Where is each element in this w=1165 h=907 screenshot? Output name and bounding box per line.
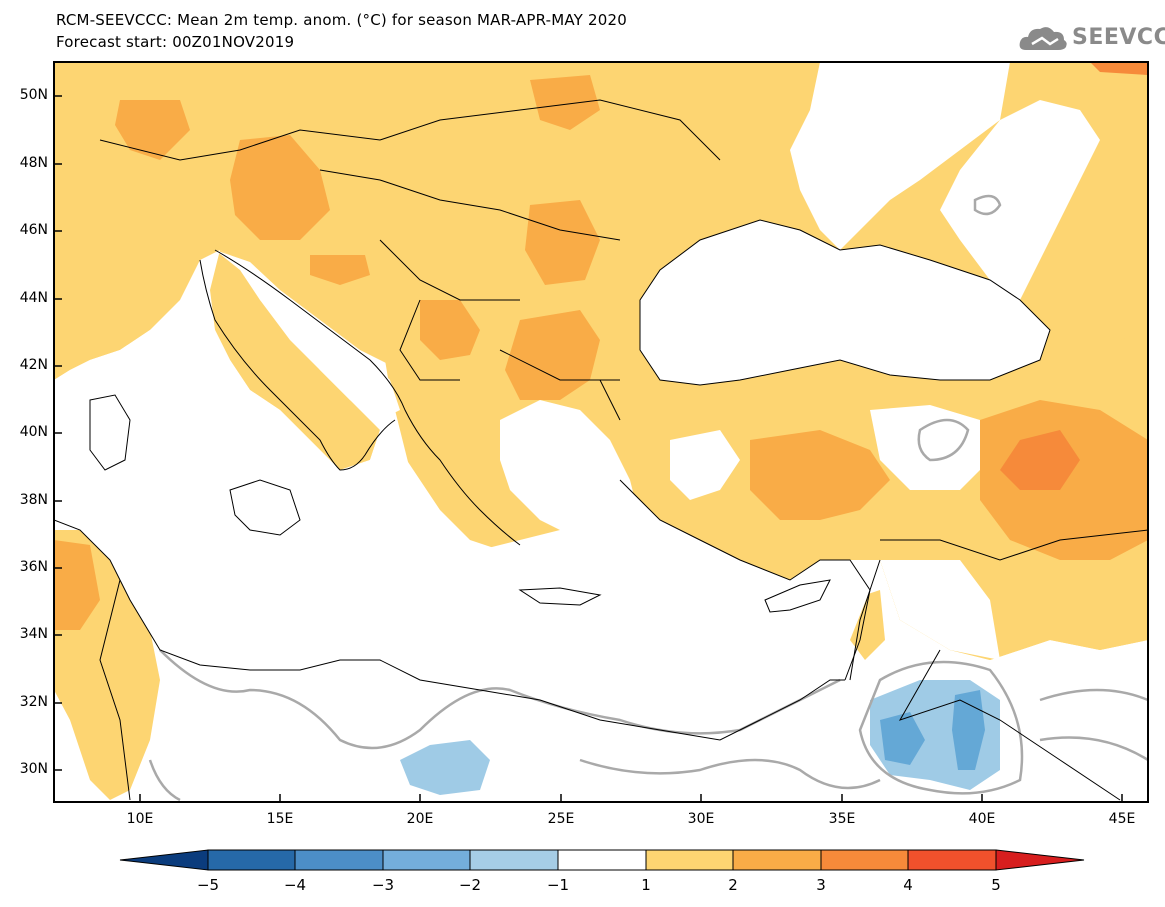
- anomaly-2-3-central-anatolia: [750, 430, 890, 520]
- coastline-black-sea: [639, 219, 1051, 386]
- anomaly-2-3-bulgaria: [505, 310, 600, 400]
- lat-tick-label: 34N: [19, 626, 48, 642]
- colorbar-segment: [382, 849, 471, 871]
- cloud-icon: [1019, 27, 1067, 50]
- aegean-sea: [500, 400, 640, 540]
- colorbar-label: 5: [991, 876, 1001, 894]
- forecast-start: Forecast start: 00Z01NOV2019: [56, 33, 295, 51]
- anomaly-3-4-northeast: [1090, 62, 1148, 75]
- colorbar-label: 4: [903, 876, 913, 894]
- anomaly-2-3-austria: [230, 135, 330, 240]
- zero-contour-tunisia: [148, 759, 181, 802]
- border-lines: [99, 99, 1148, 801]
- lon-tick-label: 35E: [828, 811, 856, 827]
- zero-contour-egypt: [579, 758, 881, 790]
- colorbar-segment: [557, 849, 647, 871]
- zero-contour-iraq: [1039, 688, 1148, 762]
- lat-tick-label: 36N: [19, 559, 48, 575]
- colorbar-label: 1: [641, 876, 651, 894]
- logo-text: SEEVCCC: [1072, 25, 1165, 50]
- anomaly-2-3-romania: [525, 200, 600, 285]
- zero-contour-saudi: [858, 660, 1024, 795]
- colorbar-label: −5: [196, 876, 220, 894]
- colorbar-segment: [207, 849, 296, 871]
- axis-ticks: [54, 95, 1123, 802]
- anomaly-2-3-serbia: [420, 300, 480, 360]
- anomaly-2-3-tunisia: [54, 540, 100, 630]
- lat-tick-label: 50N: [19, 87, 48, 103]
- colorbar-segment: [294, 849, 384, 871]
- lat-tick-label: 32N: [19, 694, 48, 710]
- coastline-turkey-south: [619, 479, 871, 681]
- colorbar-segment: [907, 849, 997, 871]
- colorbar-segment: [645, 849, 734, 871]
- neg-anomaly-libya: [400, 740, 490, 795]
- lat-tick-label: 30N: [19, 761, 48, 777]
- map-frame: [53, 61, 1149, 803]
- colorbar-label: 3: [816, 876, 826, 894]
- map-title: RCM-SEEVCCC: Mean 2m temp. anom. (°C) fo…: [56, 11, 627, 29]
- lat-tick-label: 38N: [19, 492, 48, 508]
- anomaly-3-4-east-anatolia: [1000, 430, 1080, 490]
- white-patch-arabia: [880, 560, 1000, 660]
- coastline-adriatic: [214, 249, 521, 546]
- colorbar-label: 2: [728, 876, 738, 894]
- lat-tick-label: 40N: [19, 424, 48, 440]
- neg-anomaly-saudi-core-1: [880, 712, 925, 765]
- colorbar-segment: [469, 849, 559, 871]
- coastline-sardinia: [89, 394, 131, 471]
- coastline-africa: [54, 519, 845, 741]
- zero-contour-libya: [159, 649, 841, 750]
- white-patch-anatolia-2: [870, 405, 990, 490]
- lat-tick-label: 46N: [19, 222, 48, 238]
- adriatic-sea: [215, 250, 400, 420]
- coastline-italy: [199, 259, 396, 471]
- lon-tick-label: 15E: [266, 811, 294, 827]
- colorbar-segment: [820, 849, 909, 871]
- zero-contour-anatolia: [917, 418, 970, 462]
- coastline-cyprus: [764, 579, 831, 613]
- lat-tick-label: 44N: [19, 290, 48, 306]
- anomaly-region-italy: [210, 250, 380, 470]
- white-patch-anatolia-1: [670, 430, 740, 500]
- colorbar-max-arrow: [995, 849, 1085, 871]
- colorbar-segment: [732, 849, 822, 871]
- mediterranean-sea: [54, 300, 870, 740]
- lon-tick-label: 40E: [968, 811, 996, 827]
- lon-tick-label: 45E: [1108, 811, 1136, 827]
- black-sea: [640, 220, 1050, 385]
- tyrrhenian-sea: [120, 300, 280, 480]
- zero-contour-crimea: [973, 194, 1002, 216]
- white-patch-caucasus: [940, 100, 1100, 300]
- neg-anomaly-saudi-core-2: [952, 690, 985, 770]
- anomaly-2-3-germany: [115, 100, 190, 160]
- lon-tick-label: 30E: [687, 811, 715, 827]
- colorbar-label: −3: [371, 876, 395, 894]
- colorbar-label: −1: [546, 876, 570, 894]
- colorbar-label: −4: [283, 876, 307, 894]
- white-patch-ukraine: [790, 62, 1010, 250]
- lon-tick-label: 20E: [406, 811, 434, 827]
- coastline-crete: [518, 587, 602, 606]
- colorbar-min-arrow: [119, 849, 209, 871]
- lon-tick-label: 25E: [547, 811, 575, 827]
- lat-tick-label: 48N: [19, 155, 48, 171]
- anomaly-2-3-poland: [530, 75, 600, 130]
- coastline-sicily: [229, 479, 301, 536]
- anomaly-2-3-hungary: [310, 255, 370, 285]
- colorbar-label: −2: [458, 876, 482, 894]
- lat-tick-label: 42N: [19, 357, 48, 373]
- lon-tick-label: 10E: [126, 811, 154, 827]
- seevccc-logo: SEEVCCC: [1018, 22, 1165, 54]
